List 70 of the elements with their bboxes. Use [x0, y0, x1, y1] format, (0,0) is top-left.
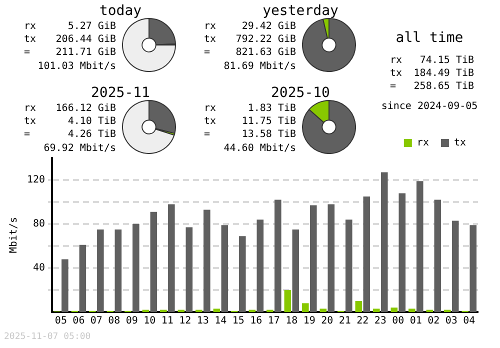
x-tick-label: 19: [303, 316, 316, 327]
x-tick-label: 03: [445, 316, 458, 327]
text: 69.92 Mbit/s: [42, 142, 116, 155]
text: rx: [23, 20, 36, 33]
text: tx: [389, 67, 402, 80]
text: 166.12 GiB: [54, 102, 116, 115]
x-tick-label: 13: [196, 316, 209, 327]
text: 821.63 GiB: [234, 46, 296, 59]
text: since 2024-09-05: [380, 101, 479, 112]
chart-title: 2025-10: [270, 84, 331, 102]
text: 211.71 GiB: [54, 46, 116, 59]
x-tick-label: 05: [54, 316, 67, 327]
x-tick-label: 00: [392, 316, 404, 327]
text: tx: [203, 33, 216, 46]
text: rx: [389, 54, 402, 67]
text: 81.69 Mbit/s: [222, 60, 296, 73]
x-tick-label: 20: [321, 316, 334, 327]
text: rx: [203, 20, 216, 33]
y-tick-label: 40: [33, 262, 46, 274]
text: 29.42 GiB: [240, 20, 296, 33]
x-tick-label: 10: [144, 316, 156, 327]
x-tick-label: 14: [214, 316, 227, 327]
chart-title: yesterday: [262, 2, 340, 20]
text: rx: [203, 102, 216, 115]
text: 5.27 GiB: [66, 20, 116, 33]
text: =: [203, 46, 212, 59]
text: all time: [394, 30, 464, 48]
y-tick-label: 120: [27, 174, 46, 186]
y-axis-title: Mbit/s: [8, 216, 20, 254]
text: =: [23, 46, 32, 59]
x-tick-label: 02: [428, 316, 440, 327]
x-tick-label: 23: [374, 316, 386, 327]
x-tick-label: 16: [250, 316, 262, 327]
text: tx: [23, 115, 36, 128]
x-tick-label: 07: [90, 316, 102, 327]
text: 4.10 TiB: [66, 115, 116, 128]
text: 11.75 TiB: [240, 115, 296, 128]
x-tick-label: 09: [126, 316, 138, 327]
chart-title: today: [98, 2, 143, 20]
text: =: [23, 128, 32, 141]
text: 184.49 TiB: [412, 67, 474, 80]
text: 44.60 Mbit/s: [222, 142, 296, 155]
legend-label: tx: [454, 138, 466, 149]
text: 101.03 Mbit/s: [36, 60, 116, 73]
x-tick-label: 22: [356, 316, 369, 327]
text: 792.22 GiB: [234, 33, 296, 46]
x-tick-label: 21: [338, 316, 351, 327]
text: 258.65 TiB: [412, 80, 474, 93]
text: rx: [23, 102, 36, 115]
x-tick-label: 11: [161, 316, 174, 327]
text: 206.44 GiB: [54, 33, 116, 46]
x-tick-label: 04: [463, 316, 476, 327]
x-tick-label: 17: [268, 316, 280, 327]
text: tx: [203, 115, 216, 128]
x-tick-label: 08: [108, 316, 120, 327]
text: 74.15 TiB: [418, 54, 474, 67]
text: 4.26 TiB: [66, 128, 116, 141]
x-tick-label: 15: [232, 316, 244, 327]
x-tick-label: 12: [179, 316, 192, 327]
text: =: [389, 80, 398, 93]
x-tick-label: 18: [286, 316, 298, 327]
legend-label: rx: [416, 138, 429, 149]
text: tx: [23, 33, 36, 46]
y-tick-label: 80: [33, 218, 46, 230]
text: 1.83 TiB: [246, 102, 296, 115]
text: 13.58 TiB: [240, 128, 296, 141]
text: =: [203, 128, 212, 141]
chart-title: 2025-11: [90, 84, 151, 102]
x-tick-label: 01: [410, 316, 422, 327]
x-tick-label: 06: [72, 316, 85, 327]
